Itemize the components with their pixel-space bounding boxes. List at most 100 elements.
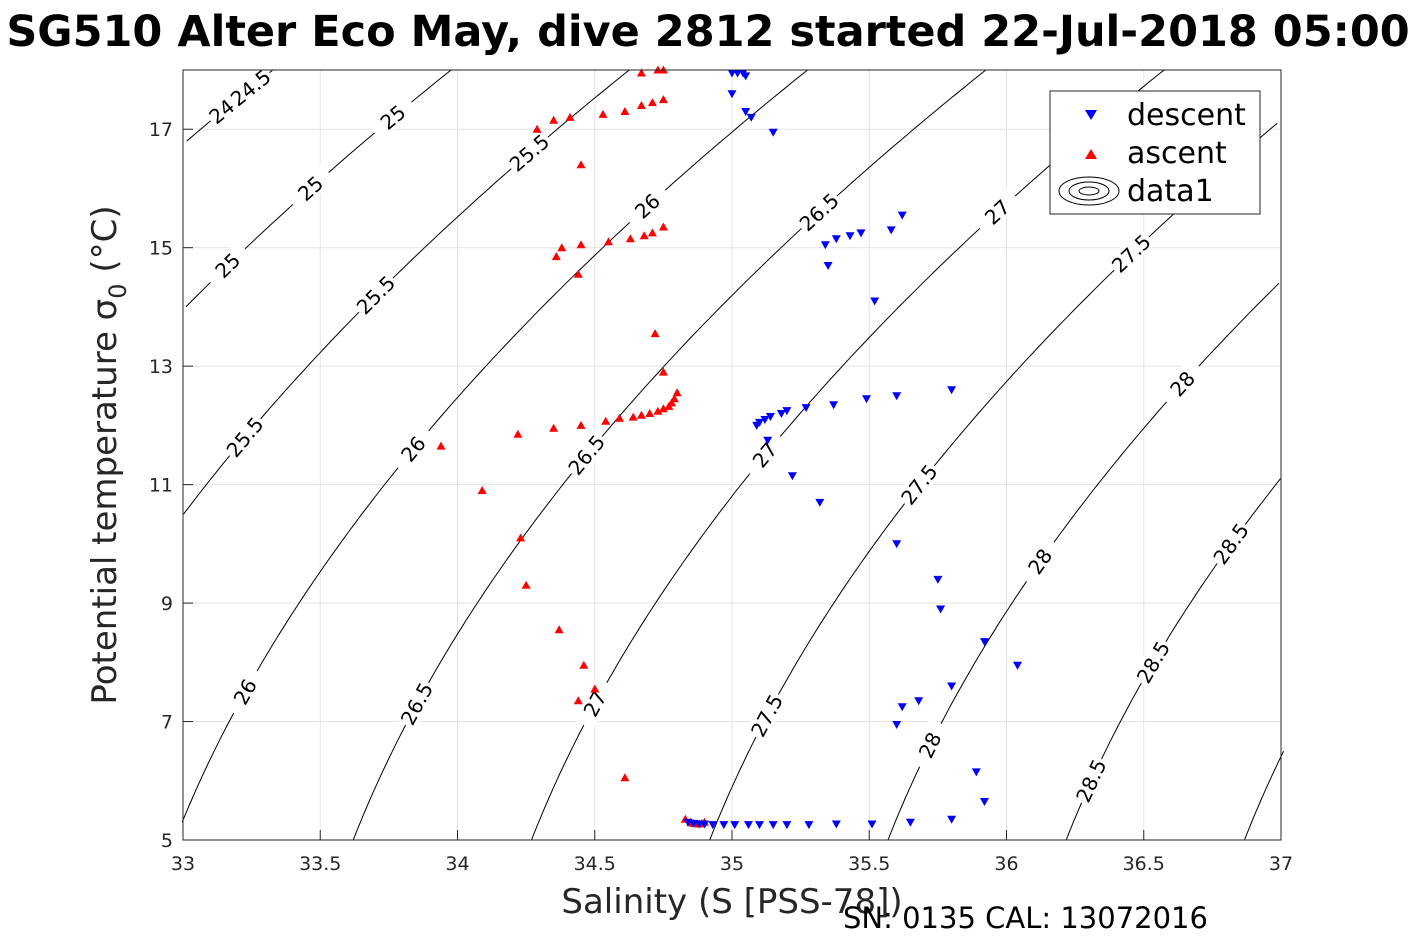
ascent-point: [636, 68, 646, 77]
descent-point: [897, 211, 907, 220]
ascent-point: [513, 429, 523, 438]
isopycnal-label-bg: [1016, 535, 1063, 587]
ascent-point: [647, 98, 657, 107]
isopycnal-label-bg: [971, 187, 1022, 236]
descent-point: [947, 386, 957, 395]
descent-point: [980, 638, 989, 647]
y-axis-label: Potential temperature σ0 (°C): [85, 205, 132, 704]
descent-point: [768, 128, 778, 137]
isopycnal-line: [1244, 750, 1285, 841]
descent-point: [933, 575, 943, 584]
descent-point: [782, 407, 792, 416]
y-axis-label-subscript: 0: [104, 283, 132, 298]
ascent-point: [601, 416, 611, 425]
ascent-point: [549, 115, 559, 124]
descent-point: [765, 413, 775, 421]
descent-point: [744, 821, 753, 830]
ascent-point: [620, 107, 630, 115]
legend: descent ascent data1: [1049, 90, 1261, 215]
y-axis-label-unit: (°C): [85, 205, 125, 283]
legend-descent-marker: [1085, 110, 1097, 120]
ascent-point: [576, 420, 586, 429]
ascent-point: [573, 696, 583, 705]
y-tick-label: 17: [149, 119, 173, 141]
ascent-point: [639, 231, 649, 240]
ascent-point: [625, 234, 635, 243]
descent-point: [831, 235, 841, 244]
ascent-point: [628, 412, 638, 421]
ascent-point: [576, 160, 586, 169]
ascent-point: [636, 101, 646, 109]
descent-point: [886, 226, 896, 235]
descent-point: [1013, 661, 1022, 670]
descent-series: [683, 69, 1022, 830]
y-tick-label: 13: [149, 356, 173, 378]
isopycnal-label-bg: [220, 411, 269, 462]
ascent-point: [573, 269, 583, 278]
descent-point: [730, 821, 740, 830]
descent-point: [914, 697, 924, 706]
ascent-point: [636, 410, 646, 419]
ascent-point: [658, 95, 668, 104]
descent-point: [867, 820, 877, 829]
descent-point: [862, 395, 871, 404]
y-tick-label: 5: [161, 830, 173, 852]
isopycnal-label-bg: [1157, 358, 1207, 409]
ascent-point: [477, 486, 487, 494]
y-tick-label: 9: [161, 593, 173, 615]
descent-point: [782, 821, 792, 830]
ascent-point: [658, 404, 668, 413]
descent-point: [892, 392, 902, 401]
descent-point: [727, 90, 737, 99]
descent-point: [831, 820, 841, 829]
x-tick-label: 33.5: [299, 853, 341, 875]
x-axis-ticks: 33 33.5 34 34.5 35 35.5 36 36.5 37: [171, 830, 1293, 875]
ascent-point: [664, 401, 674, 410]
isopycnal-label-bg: [503, 128, 555, 177]
y-axis-ticks: 5 7 9 11 13 15 17: [149, 119, 193, 852]
isopycnal-label-bg: [394, 676, 438, 730]
descent-point: [804, 821, 814, 830]
isopycnal-label-bg: [895, 458, 943, 510]
descent-point: [845, 232, 855, 241]
y-tick-label: 11: [149, 475, 173, 497]
footer-serial-cal: SN: 0135 CAL: 13072016: [843, 901, 1208, 935]
ascent-point: [604, 237, 613, 246]
ascent-point: [436, 441, 446, 450]
x-tick-label: 36: [994, 853, 1018, 875]
ascent-point: [579, 660, 589, 669]
isopycnal-label-bg: [1130, 635, 1175, 689]
ascent-point: [598, 109, 608, 118]
legend-contour-icon: [1058, 176, 1120, 206]
descent-point: [787, 472, 797, 481]
descent-point: [708, 821, 718, 830]
ascent-series: [436, 65, 709, 828]
descent-point: [776, 410, 786, 418]
descent-point: [741, 108, 751, 116]
descent-point: [801, 404, 811, 413]
isopycnal-label-bg: [388, 422, 437, 474]
ascent-point: [653, 406, 663, 415]
descent-point: [947, 815, 957, 824]
isopycnal-label-bg: [908, 718, 950, 772]
descent-point: [719, 821, 729, 830]
isopycnal-label: 27: [971, 187, 1022, 236]
y-axis-label-main: Potential temperature σ: [85, 299, 125, 705]
ascent-point: [645, 409, 655, 417]
y-tick-label: 15: [149, 238, 173, 260]
chart-title: SG510 Alter Eco May, dive 2812 started 2…: [6, 7, 1409, 57]
isopycnal-label-bg: [350, 269, 400, 320]
isopycnal-label-bg: [224, 63, 276, 111]
ascent-point: [549, 423, 559, 432]
ascent-point: [551, 252, 561, 261]
descent-point: [823, 262, 833, 270]
descent-point: [892, 721, 902, 729]
descent-point: [971, 768, 981, 777]
descent-point: [936, 605, 946, 614]
descent-point: [763, 436, 773, 445]
x-tick-label: 36.5: [1123, 853, 1165, 875]
isopycnal-label-bg: [562, 428, 610, 480]
descent-point: [700, 820, 709, 829]
descent-point: [892, 540, 902, 549]
ascent-point: [557, 243, 567, 252]
